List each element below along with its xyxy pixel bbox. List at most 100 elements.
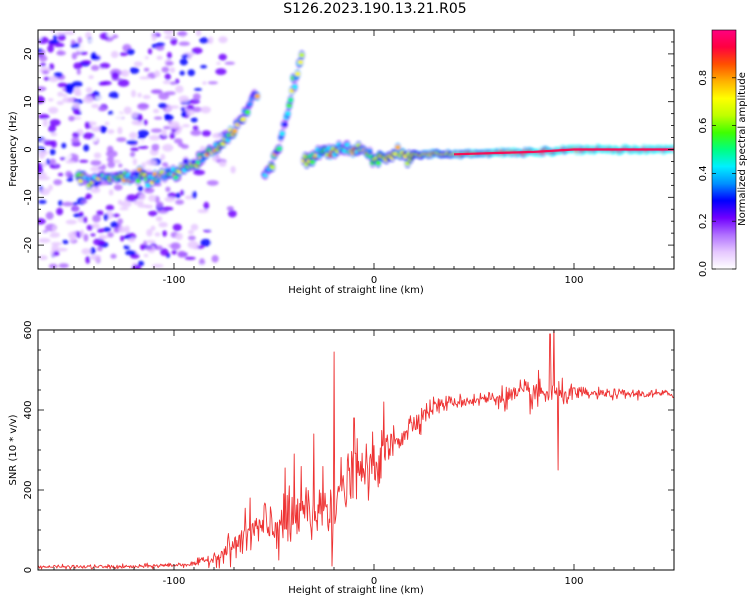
noise-blob	[42, 161, 47, 168]
noise-blob	[191, 47, 203, 54]
noise-blob	[82, 132, 95, 140]
noise-blob	[155, 42, 166, 47]
noise-blob	[53, 34, 58, 42]
noise-blob	[50, 132, 58, 137]
noise-blob	[99, 125, 108, 134]
noise-blob	[158, 222, 168, 228]
noise-blob	[91, 126, 101, 132]
noise-blob	[89, 80, 99, 85]
noise-blob	[83, 95, 94, 104]
noise-blob	[117, 199, 122, 205]
noise-blob	[98, 106, 107, 112]
noise-blob	[85, 256, 91, 264]
noise-blob	[89, 247, 96, 255]
noise-blob	[187, 69, 195, 77]
noise-blob	[218, 53, 227, 61]
x-tick-label: 0	[371, 275, 377, 286]
noise-blob	[169, 121, 180, 129]
noise-blob	[184, 188, 193, 195]
noise-blob	[126, 194, 138, 202]
noise-blob	[193, 169, 206, 176]
noise-blob	[81, 248, 91, 255]
snr-ticks: -100 0 100 0 200 400 600	[23, 320, 675, 587]
ridge-core	[292, 84, 298, 90]
noise-blob	[74, 91, 82, 97]
x-tick-label: 0	[371, 576, 377, 587]
noise-blob	[191, 106, 203, 113]
noise-blob	[42, 119, 48, 127]
noise-blob	[129, 131, 137, 139]
noise-blob	[208, 36, 214, 44]
noise-blob	[48, 106, 59, 114]
noise-blob	[199, 258, 205, 266]
noise-blob	[94, 96, 105, 100]
noise-blob	[84, 121, 90, 129]
noise-blob	[147, 48, 153, 55]
noise-blob	[118, 226, 127, 233]
x-tick-label: 100	[564, 275, 583, 286]
noise-blob	[192, 125, 199, 131]
noise-blob	[92, 214, 101, 223]
noise-blob	[57, 33, 66, 41]
noise-blob	[139, 193, 146, 201]
noise-blob	[148, 135, 161, 141]
noise-blob	[137, 130, 149, 137]
noise-blob	[202, 81, 207, 85]
noise-blob	[164, 73, 171, 81]
noise-blob	[50, 164, 57, 169]
noise-blob	[169, 132, 176, 139]
noise-blob	[48, 124, 57, 133]
noise-blob	[137, 92, 142, 98]
noise-blob	[177, 142, 184, 148]
y-tick-label: 0	[23, 567, 34, 573]
noise-blob	[165, 61, 174, 66]
noise-blob	[155, 216, 163, 222]
noise-blob	[57, 172, 64, 177]
noise-blob	[164, 196, 176, 202]
noise-blob	[96, 246, 103, 252]
noise-blob	[137, 186, 144, 192]
ridge-core	[244, 109, 250, 115]
noise-blob	[86, 224, 93, 231]
noise-blob	[90, 65, 100, 71]
noise-blob	[180, 107, 186, 112]
noise-blob	[173, 138, 183, 144]
ridge-core	[375, 160, 381, 166]
ridge-core	[297, 60, 303, 65]
noise-blob	[71, 52, 78, 60]
noise-blob	[98, 235, 108, 240]
noise-blob	[108, 189, 114, 196]
noise-blob	[156, 55, 163, 60]
noise-blob	[175, 192, 181, 199]
spectrogram-heatmap	[38, 30, 674, 269]
noise-blob	[165, 186, 171, 192]
noise-blob	[150, 128, 163, 133]
noise-blob	[64, 83, 75, 91]
noise-blob	[38, 218, 46, 225]
noise-blob	[117, 218, 124, 225]
noise-blob	[67, 231, 79, 239]
y-tick-label: 200	[23, 480, 34, 499]
noise-blob	[193, 88, 203, 91]
y-tick-label: -10	[23, 189, 34, 205]
noise-blob	[181, 110, 187, 118]
noise-blob	[117, 79, 130, 87]
ridge-core	[288, 97, 294, 103]
noise-blob	[49, 149, 56, 156]
noise-blob	[200, 64, 208, 69]
noise-blob	[113, 184, 123, 191]
noise-blob	[184, 256, 196, 260]
noise-blob	[62, 97, 74, 103]
noise-blob	[175, 199, 185, 205]
noise-blob	[46, 90, 56, 97]
noise-blob	[111, 72, 119, 80]
noise-blob	[170, 242, 181, 250]
noise-blob	[124, 225, 130, 234]
noise-blob	[212, 132, 225, 139]
noise-blob	[175, 232, 183, 241]
noise-blob	[61, 142, 67, 149]
noise-blob	[161, 129, 167, 137]
noise-blob	[201, 130, 212, 137]
noise-blob	[203, 229, 212, 233]
noise-blob	[108, 91, 120, 99]
